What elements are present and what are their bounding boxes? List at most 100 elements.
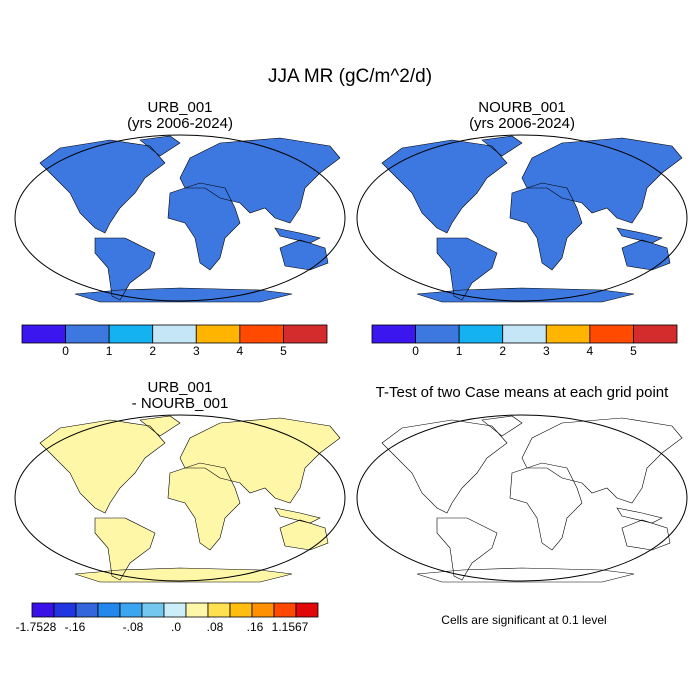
colorbar-box (152, 324, 197, 344)
field-cell (40, 545, 41, 549)
significant-cell (374, 452, 377, 455)
colorbar-box (273, 602, 297, 618)
significant-cell (358, 542, 361, 545)
field-cell (302, 557, 306, 561)
colorbar-box (295, 602, 319, 618)
significant-cell (672, 451, 676, 455)
field-cell (40, 567, 44, 571)
field-cell (329, 535, 333, 539)
field-cell (19, 561, 22, 564)
field-cell (328, 561, 332, 565)
field-cell (20, 562, 23, 565)
field-cell (331, 457, 335, 461)
significant-cell (645, 557, 648, 561)
field-cell (30, 536, 33, 539)
field-cell (336, 531, 340, 535)
colorbar-label: 3 (543, 344, 550, 358)
colorbar-box (75, 602, 99, 618)
colorbar-label: 0 (62, 344, 69, 358)
colorbar: 0 1 2 3 4 5 (21, 324, 328, 358)
colorbar-label: 2 (149, 344, 156, 358)
field-cell (49, 556, 53, 560)
significant-cell (674, 423, 677, 426)
map-panel: T-Test of two Case means at each grid po… (356, 384, 690, 583)
field-cell (27, 447, 30, 450)
field-cell (20, 434, 23, 437)
colorbar-box (458, 324, 504, 344)
field-cell (21, 446, 24, 449)
colorbar-box (251, 602, 275, 618)
field-cell (22, 549, 25, 552)
colorbar: -1.7528 -.16 -.08 .0 .08 .16 1.1567 (16, 602, 319, 634)
significant-cell (667, 549, 671, 552)
significant-cell (654, 555, 658, 559)
significant-cell (680, 561, 682, 564)
field-cell (35, 554, 38, 557)
significant-cell (678, 427, 682, 430)
significant-cell (407, 562, 410, 565)
colorbar-label: -1.7528 (16, 620, 57, 634)
significant-cell (632, 560, 635, 563)
field-cell (22, 460, 25, 463)
colorbar-box (502, 324, 547, 344)
panel-title: URB_001 (147, 379, 212, 396)
colorbar-box (108, 324, 154, 344)
significant-cell (647, 552, 650, 556)
significant-cell (654, 551, 657, 554)
panel-subtitle: (yrs 2006-2024) (469, 115, 575, 132)
colorbar-box (65, 324, 110, 344)
colorbar-box (545, 324, 591, 344)
significant-cell (678, 548, 682, 551)
significant-cell (365, 440, 368, 443)
field-cell (41, 557, 45, 561)
significant-cell (687, 475, 690, 478)
field-cell (339, 456, 340, 460)
field-cell (317, 555, 321, 559)
colorbar-label: .16 (247, 620, 264, 634)
significant-cell (645, 557, 648, 561)
map-border (14, 134, 346, 302)
field-cell (24, 461, 27, 464)
panel-title: NOURB_001 (478, 99, 566, 116)
significant-cell (685, 551, 688, 554)
map-panel: URB_001(yrs 2006-2024) (14, 99, 346, 303)
field-cell (51, 556, 55, 560)
significant-cell (663, 451, 667, 455)
colorbar-box (97, 602, 121, 618)
significant-cell (673, 559, 676, 562)
panel-title: T-Test of two Case means at each grid po… (376, 384, 669, 401)
field-cell (306, 552, 310, 556)
significant-cell (362, 441, 365, 444)
field-cell (343, 455, 346, 458)
colorbar-label: .0 (171, 620, 181, 634)
significant-cell (382, 559, 384, 563)
colorbar-box (589, 324, 634, 344)
significant-cell (681, 429, 682, 433)
field-cell (338, 443, 340, 447)
significant-cell (680, 446, 682, 449)
colorbar-label: 5 (630, 344, 637, 358)
colorbar-box (163, 602, 187, 618)
colorbar-label: 1 (106, 344, 113, 358)
colorbar-label: 4 (587, 344, 594, 358)
note: Cells are significant at 0.1 level (441, 613, 606, 627)
colorbar-box (141, 602, 165, 618)
figure-title: JJA MR (gC/m^2/d) (268, 66, 432, 87)
significant-cell (360, 553, 363, 556)
significant-cell (362, 560, 365, 563)
significant-cell (363, 538, 366, 541)
map-panel: NOURB_001(yrs 2006-2024) (356, 99, 688, 303)
colorbar-label: -.08 (123, 620, 144, 634)
field-cell (304, 562, 308, 566)
significant-cell (681, 555, 682, 558)
field-cell (19, 567, 22, 570)
significant-cell (358, 559, 361, 562)
colorbar-box (21, 324, 66, 344)
significant-cell (674, 459, 677, 463)
colorbar-label: 4 (237, 344, 244, 358)
field-cell (315, 547, 319, 551)
field-cell (343, 433, 346, 436)
field-cell (30, 441, 33, 444)
